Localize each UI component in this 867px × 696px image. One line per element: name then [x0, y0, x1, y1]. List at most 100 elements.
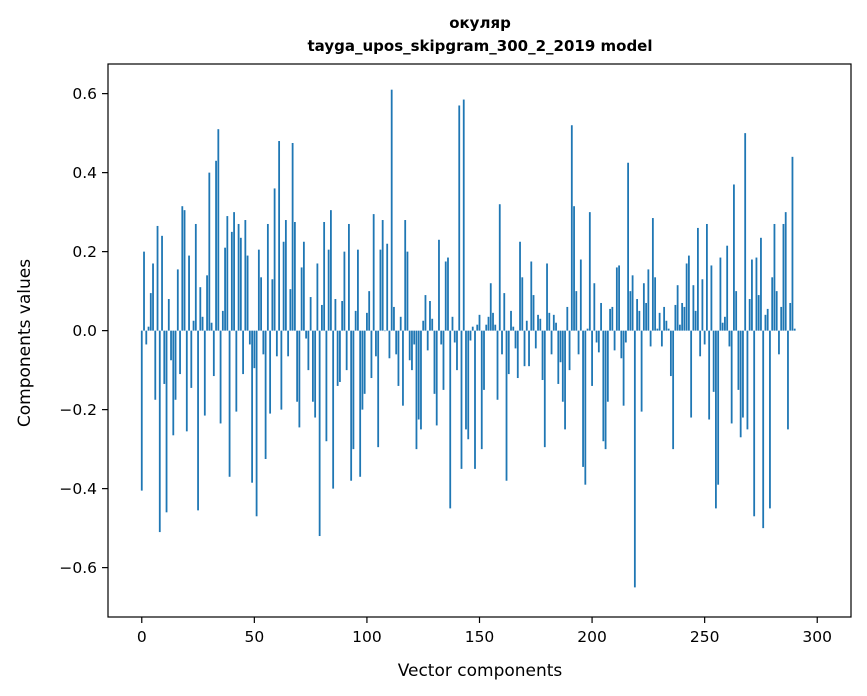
bar-2 — [145, 330, 148, 345]
bar-106 — [379, 249, 382, 331]
bars-group — [140, 89, 796, 588]
bar-136 — [447, 257, 449, 331]
bar-161 — [503, 293, 506, 331]
bar-49 — [251, 330, 253, 483]
bar-177 — [539, 318, 542, 331]
bar-204 — [600, 302, 602, 331]
bar-130 — [433, 330, 436, 394]
bar-109 — [386, 243, 389, 331]
bar-31 — [210, 322, 213, 331]
bar-33 — [215, 160, 217, 331]
bar-25 — [197, 330, 199, 511]
bar-157 — [494, 324, 497, 331]
bar-21 — [188, 255, 190, 331]
bar-163 — [507, 330, 510, 375]
bar-12 — [167, 299, 170, 331]
bar-234 — [667, 328, 670, 331]
bar-5 — [152, 263, 154, 331]
bar-156 — [492, 312, 494, 331]
bar-32 — [212, 330, 215, 377]
bar-209 — [611, 306, 614, 331]
bar-215 — [624, 330, 627, 343]
bar-28 — [203, 330, 206, 416]
bar-255 — [715, 330, 717, 509]
bar-70 — [298, 330, 301, 428]
bar-284 — [780, 306, 783, 331]
bar-15 — [174, 330, 177, 400]
bar-158 — [496, 330, 499, 400]
bar-78 — [316, 263, 319, 331]
bar-56 — [266, 223, 269, 331]
bar-146 — [469, 330, 472, 341]
bar-176 — [537, 314, 539, 331]
bar-226 — [649, 330, 652, 347]
bar-94 — [352, 330, 355, 450]
bar-207 — [606, 330, 609, 402]
bar-119 — [408, 330, 411, 361]
bar-159 — [498, 204, 501, 331]
y-tick-label: 0.6 — [72, 85, 97, 103]
bar-182 — [550, 330, 553, 355]
bar-9 — [161, 235, 163, 331]
bar-178 — [541, 330, 544, 381]
bar-47 — [246, 255, 249, 331]
bar-127 — [426, 330, 429, 351]
bar-189 — [566, 306, 569, 331]
bar-137 — [449, 330, 452, 509]
bar-93 — [350, 330, 353, 481]
y-tick-label: 0.4 — [72, 164, 97, 182]
bar-131 — [435, 330, 438, 426]
bar-241 — [683, 306, 686, 331]
bar-18 — [181, 206, 184, 331]
bar-237 — [674, 304, 677, 331]
bar-6 — [154, 330, 157, 400]
bar-194 — [577, 330, 580, 355]
bar-258 — [721, 322, 724, 331]
bar-242 — [685, 263, 688, 331]
bar-115 — [399, 316, 402, 331]
bar-263 — [733, 184, 735, 331]
bar-20 — [185, 330, 188, 432]
bar-62 — [280, 330, 283, 410]
bar-187 — [561, 330, 564, 402]
bar-264 — [735, 291, 738, 331]
bar-200 — [591, 330, 593, 386]
bar-283 — [778, 330, 780, 355]
bar-250 — [703, 330, 706, 345]
x-axis-ticks: 0 50 100 150 200 250 300 — [137, 617, 832, 646]
bar-174 — [532, 295, 535, 331]
bar-246 — [694, 310, 697, 331]
bar-48 — [248, 330, 251, 345]
bar-72 — [302, 241, 305, 331]
bar-58 — [271, 279, 274, 331]
bar-30 — [208, 172, 211, 331]
bar-53 — [260, 277, 262, 331]
bar-103 — [372, 214, 375, 331]
bar-132 — [438, 239, 440, 331]
bar-107 — [381, 220, 384, 331]
bar-188 — [564, 330, 566, 430]
bar-52 — [257, 249, 260, 331]
chart-title-line-2: tayga_upos_skipgram_300_2_2019 model — [308, 37, 653, 55]
bar-102 — [370, 330, 373, 379]
bar-231 — [660, 330, 663, 347]
bar-239 — [678, 324, 681, 331]
chart-title-line-1: окуляр — [449, 14, 511, 32]
bar-249 — [701, 279, 704, 331]
bar-142 — [460, 330, 463, 469]
bar-211 — [615, 267, 618, 331]
bar-288 — [789, 302, 792, 331]
bar-160 — [501, 330, 503, 355]
bar-247 — [697, 227, 699, 331]
bar-206 — [604, 330, 607, 450]
y-tick-label: 0.2 — [72, 243, 97, 261]
bar-67 — [291, 143, 294, 331]
bar-289 — [791, 156, 794, 331]
bar-55 — [264, 330, 267, 459]
x-tick-label: 100 — [352, 628, 382, 646]
bar-124 — [420, 330, 422, 430]
bar-105 — [377, 330, 380, 448]
bar-22 — [190, 330, 193, 388]
